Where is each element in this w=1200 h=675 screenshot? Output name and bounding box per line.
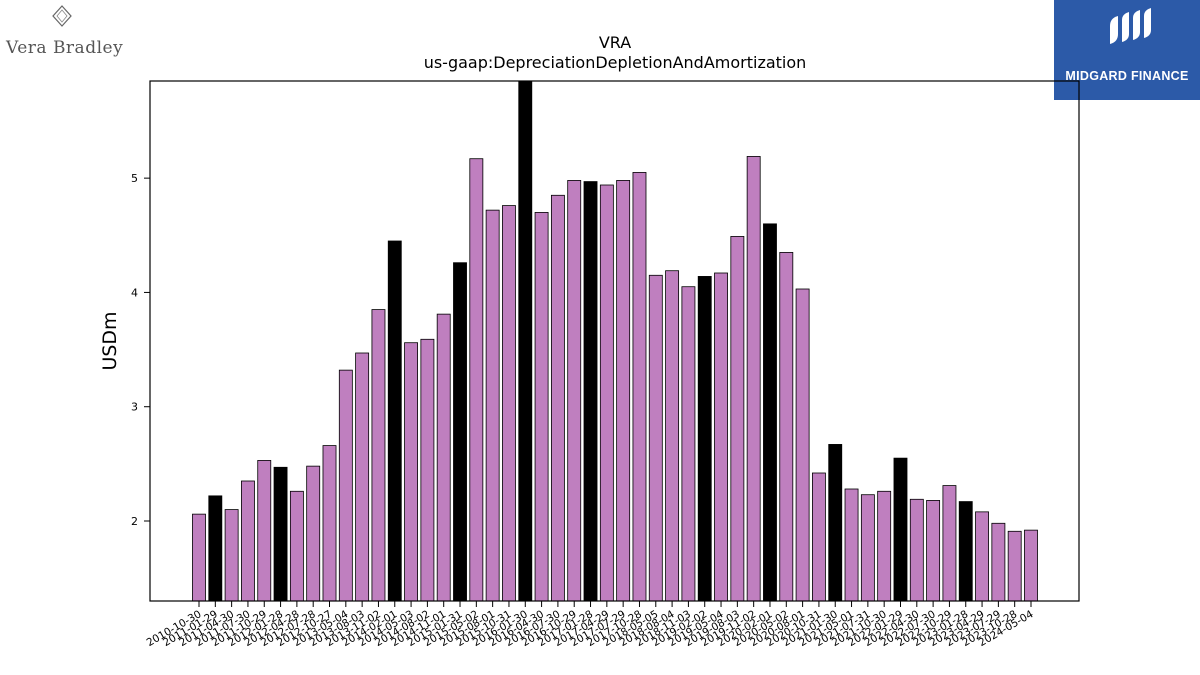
midgard-finance-logo-text: MIDGARD FINANCE (1065, 69, 1189, 83)
bar-2021-07-31 (860, 494, 875, 602)
bar-2014-05-03 (404, 342, 418, 602)
bar-2018-05-05 (648, 274, 663, 602)
bar-2013-11-02 (371, 309, 386, 602)
bar-2014-02-01 (387, 240, 402, 602)
bar-2016-07-30 (550, 194, 565, 602)
vera-bradley-logo-text: Vera Bradley (6, 38, 124, 58)
chart-subtitle: us-gaap:DepreciationDepletionAndAmortiza… (424, 53, 807, 72)
bar-2012-07-28 (306, 465, 321, 602)
bar-2020-08-01 (795, 288, 810, 602)
diamond-monogram-icon (52, 5, 72, 27)
bar-2013-08-03 (355, 352, 370, 602)
bar-2019-02-02 (697, 276, 712, 602)
bar-2015-05-02 (469, 158, 484, 602)
bar-2020-10-31 (812, 472, 826, 602)
vera-bradley-logo: Vera Bradley (4, 4, 124, 62)
bar-2018-08-04 (665, 270, 680, 602)
y-axis-label: USDm (99, 311, 121, 370)
plot-frame (149, 80, 1080, 602)
bar-2011-07-30 (241, 480, 255, 602)
bar-2019-08-03 (730, 236, 745, 602)
y-tick-label: 4 (131, 286, 138, 299)
bar-2019-05-04 (714, 272, 728, 602)
bar-2020-05-02 (779, 252, 794, 602)
midgard-mark-icon (1110, 8, 1151, 44)
bar-2022-07-30 (926, 500, 941, 602)
bar-2011-04-30 (224, 509, 239, 602)
bar-2022-04-30 (909, 498, 924, 602)
bar-2015-08-01 (485, 209, 500, 602)
bar-2023-01-28 (958, 501, 973, 602)
bar-2023-10-28 (1007, 530, 1022, 602)
bar-2022-10-29 (942, 485, 957, 602)
chart-title: VRA (599, 33, 631, 52)
bar-2016-01-30 (518, 80, 533, 602)
bar-2014-08-02 (420, 338, 435, 602)
bar-2017-01-28 (583, 181, 598, 602)
bar-2023-04-29 (975, 511, 989, 602)
bar-2014-11-01 (436, 313, 451, 602)
y-tick-label: 5 (131, 172, 138, 185)
y-axis-ticks: 2 3 4 5 (131, 172, 150, 528)
bar-2012-04-28 (289, 490, 304, 602)
bar-2010-10-30 (192, 513, 206, 602)
bar-2024-05-04 (1024, 529, 1038, 602)
bar-2012-10-27 (322, 445, 337, 602)
bars-group (192, 80, 1038, 602)
bar-2015-10-31 (502, 205, 516, 602)
bar-2012-01-28 (273, 466, 288, 602)
bar-2017-07-29 (616, 180, 631, 602)
bar-2019-11-02 (746, 156, 761, 602)
midgard-finance-logo: MIDGARD FINANCE (1054, 0, 1200, 100)
y-tick-label: 2 (131, 515, 138, 528)
bar-2017-04-29 (599, 184, 614, 602)
bar-2015-01-31 (453, 262, 467, 602)
bar-2016-04-30 (534, 212, 549, 602)
bar-2018-11-03 (681, 286, 696, 602)
y-tick-label: 3 (131, 401, 138, 414)
bar-2016-10-29 (567, 180, 582, 602)
bar-2017-10-28 (632, 172, 647, 602)
bar-2011-01-29 (208, 495, 223, 602)
x-axis-ticks: 2010-10-302011-01-292011-04-302011-07-30… (145, 601, 1036, 649)
bar-2021-05-01 (844, 488, 859, 602)
bar-2013-05-04 (338, 369, 353, 602)
bar-2021-01-30 (828, 444, 843, 602)
bar-2022-01-29 (893, 457, 908, 602)
bar-2011-10-29 (257, 460, 272, 602)
bar-2020-02-01 (763, 223, 777, 602)
bar-2023-07-29 (991, 522, 1006, 602)
bar-2021-10-30 (877, 490, 892, 602)
